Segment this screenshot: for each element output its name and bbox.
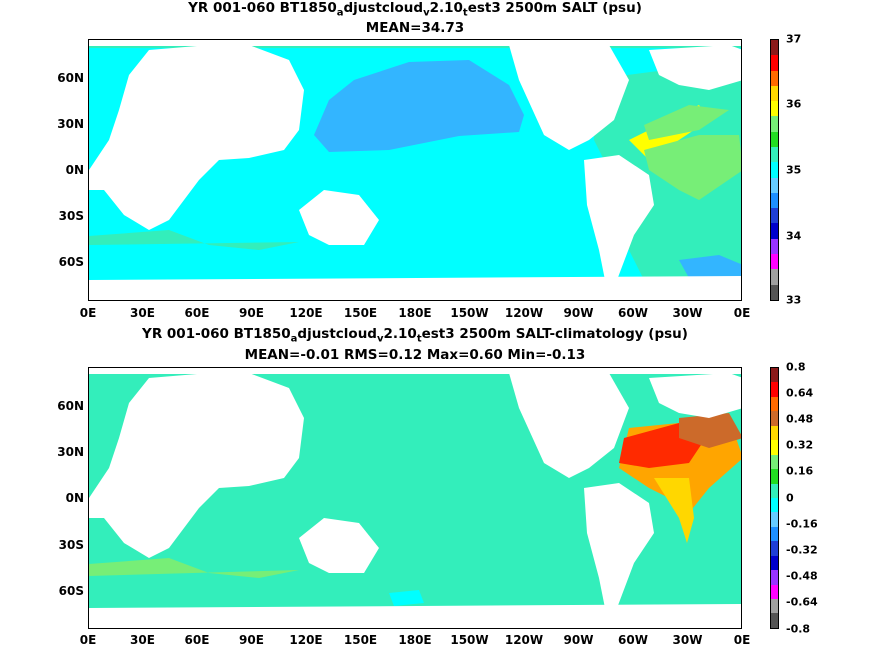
top-x-tick: 0E [733, 306, 751, 320]
colorbar-swatch [771, 131, 778, 147]
bottom-colorbar-label: 0.32 [786, 438, 814, 452]
top-map [88, 39, 742, 301]
colorbar-swatch [771, 368, 778, 383]
colorbar-swatch [771, 55, 778, 71]
bottom-map [88, 367, 742, 629]
colorbar-swatch [771, 411, 778, 426]
top-stats: MEAN=34.73 [365, 20, 465, 36]
bottom-x-tick: 150E [343, 633, 378, 647]
top-x-tick: 150E [343, 306, 378, 320]
colorbar-swatch [771, 269, 778, 285]
bottom-stats: MEAN=-0.01 RMS=0.12 Max=0.60 Min=-0.13 [244, 347, 586, 363]
bottom-x-tick: 180E [398, 633, 432, 647]
top-colorbar-label: 34 [786, 229, 802, 243]
bottom-colorbar-label: 0 [786, 491, 794, 505]
bottom-x-tick: 120E [289, 633, 323, 647]
colorbar-swatch [771, 253, 778, 270]
bottom-colorbar-label: -0.64 [786, 595, 818, 609]
top-y-tick: 0N [65, 163, 84, 177]
bottom-colorbar [770, 367, 779, 629]
colorbar-swatch [771, 454, 778, 470]
bottom-x-tick: 150W [450, 633, 489, 647]
colorbar-swatch [771, 238, 778, 254]
bottom-y-tick: 0N [65, 491, 84, 505]
colorbar-swatch [771, 613, 778, 628]
bottom-colorbar-label: -0.32 [786, 543, 818, 557]
bottom-x-tick: 120W [504, 633, 544, 647]
top-x-tick: 150W [450, 306, 489, 320]
top-x-tick: 90E [239, 306, 264, 320]
top-colorbar-label: 37 [786, 32, 802, 46]
top-map-svg [89, 40, 741, 300]
bottom-y-tick: 60S [58, 584, 84, 598]
bottom-x-tick: 30W [672, 633, 703, 647]
top-colorbar-label: 36 [786, 97, 802, 111]
colorbar-swatch [771, 208, 778, 224]
colorbar-swatch [771, 570, 778, 585]
colorbar-swatch [771, 85, 778, 102]
colorbar-swatch [771, 70, 778, 86]
bottom-x-tick: 0E [79, 633, 97, 647]
bottom-colorbar-label: 0.16 [786, 464, 814, 478]
bottom-colorbar-label: 0.64 [786, 386, 814, 400]
top-x-tick: 120E [289, 306, 323, 320]
colorbar-swatch [771, 599, 778, 614]
bottom-x-tick: 90W [563, 633, 594, 647]
bottom-colorbar-label: 0.48 [786, 412, 814, 426]
colorbar-swatch [771, 541, 778, 556]
top-colorbar-label: 35 [786, 163, 802, 177]
bottom-y-tick: 30S [58, 538, 84, 552]
top-x-tick: 120W [504, 306, 544, 320]
colorbar-swatch [771, 512, 778, 527]
colorbar-swatch [771, 116, 778, 132]
colorbar-swatch [771, 382, 778, 397]
colorbar-swatch [771, 40, 778, 56]
bottom-x-tick: 90E [239, 633, 264, 647]
colorbar-swatch [771, 146, 778, 163]
top-y-tick: 60N [57, 71, 84, 85]
top-x-tick: 0E [79, 306, 97, 320]
bottom-colorbar-label: 0.8 [786, 360, 806, 374]
colorbar-swatch [771, 162, 778, 178]
bottom-x-tick: 60W [618, 633, 648, 647]
colorbar-swatch [771, 425, 778, 441]
colorbar-swatch [771, 284, 778, 300]
bottom-title: YR 001-060 BT1850adjustcloudv2.10test3 2… [142, 326, 688, 345]
bottom-map-svg [89, 368, 741, 628]
colorbar-swatch [771, 526, 778, 542]
colorbar-swatch [771, 497, 778, 513]
colorbar-swatch [771, 101, 778, 117]
bottom-x-tick: 30E [130, 633, 155, 647]
top-x-tick: 30E [130, 306, 155, 320]
top-x-tick: 60E [184, 306, 210, 320]
colorbar-swatch [771, 223, 778, 239]
bottom-colorbar-label: -0.16 [786, 517, 818, 531]
colorbar-swatch [771, 555, 778, 571]
top-x-tick: 90W [563, 306, 594, 320]
top-colorbar [770, 39, 779, 301]
bottom-y-tick: 60N [57, 399, 84, 413]
colorbar-swatch [771, 177, 778, 193]
colorbar-swatch [771, 440, 778, 455]
colorbar-swatch [771, 396, 778, 412]
top-y-tick: 30N [57, 117, 84, 131]
top-x-tick: 180E [398, 306, 432, 320]
colorbar-swatch [771, 469, 778, 484]
top-x-tick: 30W [672, 306, 703, 320]
top-y-tick: 30S [58, 209, 84, 223]
colorbar-swatch [771, 584, 778, 599]
bottom-x-tick: 60E [184, 633, 210, 647]
top-title: YR 001-060 BT1850adjustcloudv2.10test3 2… [188, 0, 642, 19]
bottom-y-tick: 30N [57, 445, 84, 459]
bottom-colorbar-label: -0.8 [786, 622, 811, 636]
colorbar-swatch [771, 483, 778, 498]
bottom-x-tick: 0E [733, 633, 751, 647]
top-x-tick: 60W [618, 306, 648, 320]
top-colorbar-label: 33 [786, 293, 802, 307]
top-y-tick: 60S [58, 255, 84, 269]
bottom-colorbar-label: -0.48 [786, 569, 818, 583]
colorbar-swatch [771, 192, 778, 209]
